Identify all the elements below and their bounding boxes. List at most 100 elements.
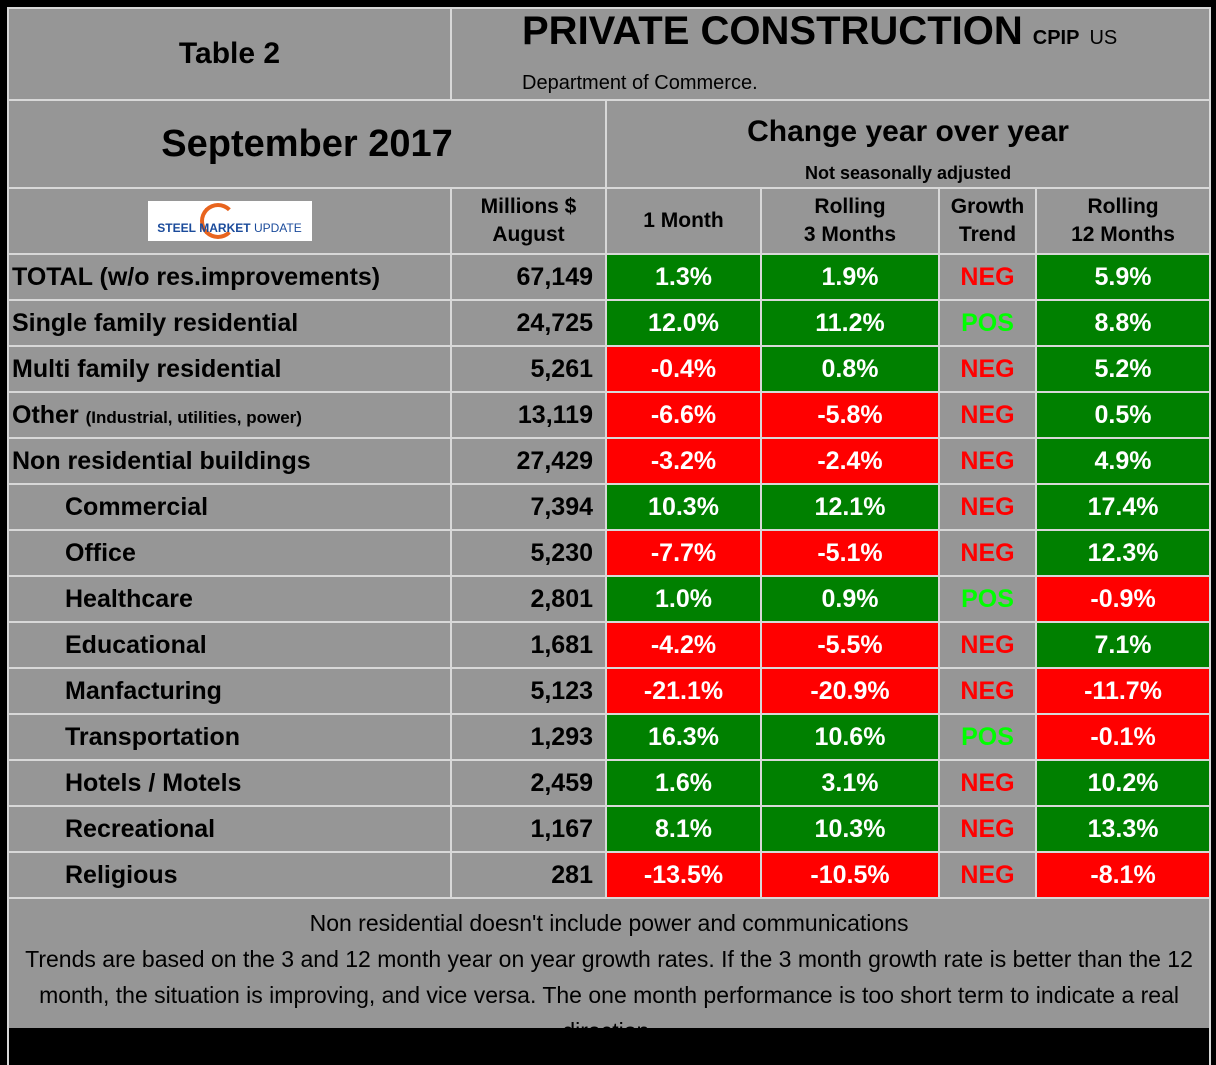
one-month-value: -3.2% xyxy=(605,437,762,485)
millions-value: 24,725 xyxy=(450,299,607,347)
rolling-3-value: -5.8% xyxy=(760,391,940,439)
rolling-3-value: -5.5% xyxy=(760,621,940,669)
row-label: Multi family residential xyxy=(7,345,452,393)
growth-trend-value: NEG xyxy=(938,759,1037,807)
rolling-12-value: -8.1% xyxy=(1034,851,1212,899)
footer-notes: Non residential doesn't include power an… xyxy=(6,897,1212,1065)
table-row: Other (Industrial, utilities, power) 13,1… xyxy=(7,391,1212,439)
one-month-value: 16.3% xyxy=(605,713,762,761)
growth-trend-value: NEG xyxy=(938,667,1037,715)
change-header: Change year over year Not seasonally adj… xyxy=(604,99,1212,189)
row-label: Other (Industrial, utilities, power) xyxy=(7,391,452,439)
logo-cell: STEEL MARKET UPDATE xyxy=(7,187,452,255)
one-month-value: 12.0% xyxy=(605,299,762,347)
row-label: TOTAL (w/o res.improvements) xyxy=(7,253,452,301)
row-label: Hotels / Motels xyxy=(7,759,452,807)
rolling-3-value: 12.1% xyxy=(760,483,940,531)
table-row: Religious 281 -13.5% -10.5% NEG -8.1% xyxy=(7,851,1212,899)
rolling-3-value: 10.6% xyxy=(760,713,940,761)
rolling-12-value: 13.3% xyxy=(1034,805,1212,853)
rolling-12-value: 8.8% xyxy=(1034,299,1212,347)
growth-trend-value: POS xyxy=(938,575,1037,623)
millions-value: 281 xyxy=(450,851,607,899)
col-rolling-3: Rolling 3 Months xyxy=(760,187,940,255)
growth-trend-value: NEG xyxy=(938,529,1037,577)
row-label: Non residential buildings xyxy=(7,437,452,485)
millions-value: 13,119 xyxy=(450,391,607,439)
one-month-value: 1.0% xyxy=(605,575,762,623)
growth-trend-value: NEG xyxy=(938,437,1037,485)
row-note: (Industrial, utilities, power) xyxy=(85,407,302,427)
rolling-3-value: 1.9% xyxy=(760,253,940,301)
millions-value: 1,293 xyxy=(450,713,607,761)
cpip-label: CPIP xyxy=(1032,27,1080,49)
title-text: PRIVATE CONSTRUCTION xyxy=(522,9,1023,53)
col-growth-trend: Growth Trend xyxy=(938,187,1037,255)
millions-value: 67,149 xyxy=(450,253,607,301)
change-subtitle: Not seasonally adjusted xyxy=(805,163,1012,183)
rolling-12-value: 12.3% xyxy=(1034,529,1212,577)
millions-value: 5,261 xyxy=(450,345,607,393)
change-title: Change year over year xyxy=(747,115,1069,148)
rolling-3-value: 3.1% xyxy=(760,759,940,807)
millions-value: 1,681 xyxy=(450,621,607,669)
one-month-value: 8.1% xyxy=(605,805,762,853)
millions-value: 2,459 xyxy=(450,759,607,807)
table-row: Educational 1,681 -4.2% -5.5% NEG 7.1% xyxy=(7,621,1212,669)
one-month-value: -21.1% xyxy=(605,667,762,715)
table-row: Recreational 1,167 8.1% 10.3% NEG 13.3% xyxy=(7,805,1212,853)
millions-value: 2,801 xyxy=(450,575,607,623)
rolling-3-value: -2.4% xyxy=(760,437,940,485)
rolling-3-value: 11.2% xyxy=(760,299,940,347)
one-month-value: -0.4% xyxy=(605,345,762,393)
rolling-3-value: -10.5% xyxy=(760,851,940,899)
row-label: Religious xyxy=(7,851,452,899)
row-label: Single family residential xyxy=(7,299,452,347)
row-label: Transportation xyxy=(7,713,452,761)
table-row: Healthcare 2,801 1.0% 0.9% POS -0.9% xyxy=(7,575,1212,623)
rolling-3-value: 10.3% xyxy=(760,805,940,853)
row-label: Office xyxy=(7,529,452,577)
millions-value: 1,167 xyxy=(450,805,607,853)
growth-trend-value: POS xyxy=(938,299,1037,347)
rolling-3-value: -20.9% xyxy=(760,667,940,715)
rolling-12-value: 10.2% xyxy=(1034,759,1212,807)
rolling-3-value: 0.8% xyxy=(760,345,940,393)
table-row: TOTAL (w/o res.improvements) 67,149 1.3% 1.… xyxy=(7,253,1212,301)
table-row: Non residential buildings 27,429 -3.2% -2.4… xyxy=(7,437,1212,485)
row-label: Manfacturing xyxy=(7,667,452,715)
rolling-12-value: -0.9% xyxy=(1034,575,1212,623)
table-row: Multi family residential 5,261 -0.4% 0.8% NE… xyxy=(7,345,1212,393)
one-month-value: -6.6% xyxy=(605,391,762,439)
report-date: September 2017 xyxy=(7,99,607,189)
footer-note-1: Non residential doesn't include power an… xyxy=(309,910,909,936)
rolling-12-value: 5.9% xyxy=(1034,253,1212,301)
table-row: Office 5,230 -7.7% -5.1% NEG 12.3% xyxy=(7,529,1212,577)
rolling-12-value: 7.1% xyxy=(1034,621,1212,669)
construction-table: Table 2 PRIVATE CONSTRUCTION CPIP US Depar… xyxy=(6,7,1212,1065)
rolling-12-value: 17.4% xyxy=(1034,483,1212,531)
table-row: Transportation 1,293 16.3% 10.6% POS -0.1% xyxy=(7,713,1212,761)
table-row: Manfacturing 5,123 -21.1% -20.9% NEG -11.7% xyxy=(7,667,1212,715)
row-label: Commercial xyxy=(7,483,452,531)
millions-value: 7,394 xyxy=(450,483,607,531)
rolling-12-value: -0.1% xyxy=(1034,713,1212,761)
source-label: US Department of Commerce. xyxy=(522,27,1118,94)
growth-trend-value: NEG xyxy=(938,621,1037,669)
growth-trend-value: NEG xyxy=(938,851,1037,899)
millions-value: 5,123 xyxy=(450,667,607,715)
rolling-3-value: 0.9% xyxy=(760,575,940,623)
table-row: Hotels / Motels 2,459 1.6% 3.1% NEG 10.2% xyxy=(7,759,1212,807)
table-row: Commercial 7,394 10.3% 12.1% NEG 17.4% xyxy=(7,483,1212,531)
data-table-panel: Table 2 PRIVATE CONSTRUCTION CPIP US Depar… xyxy=(6,7,1212,1065)
millions-value: 27,429 xyxy=(450,437,607,485)
table-row: Single family residential 24,725 12.0% 11.2… xyxy=(7,299,1212,347)
one-month-value: -7.7% xyxy=(605,529,762,577)
table-label: Table 2 xyxy=(7,7,452,101)
footer-note-2: Trends are based on the 3 and 12 month y… xyxy=(25,946,1193,1044)
col-millions: Millions $ August xyxy=(450,187,607,255)
one-month-value: 10.3% xyxy=(605,483,762,531)
rolling-12-value: -11.7% xyxy=(1034,667,1212,715)
growth-trend-value: NEG xyxy=(938,345,1037,393)
page-title: PRIVATE CONSTRUCTION CPIP US Department of… xyxy=(449,7,1212,101)
